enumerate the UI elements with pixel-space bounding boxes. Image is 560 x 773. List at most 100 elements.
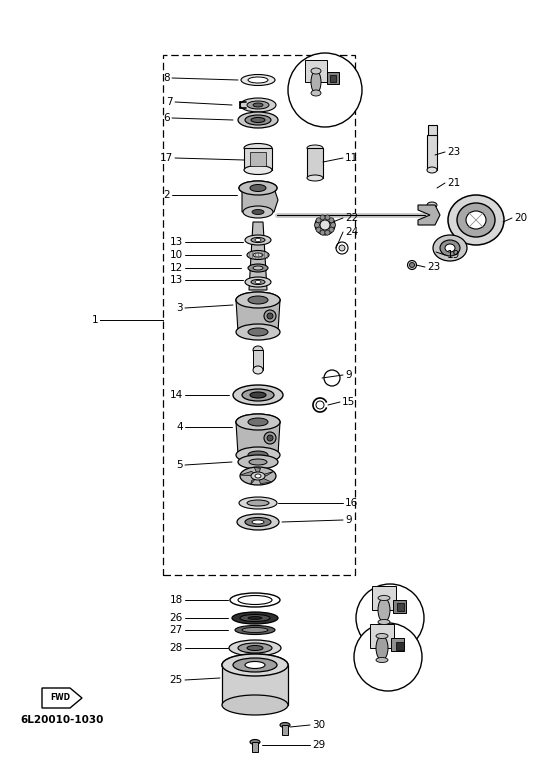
Text: 25: 25 <box>170 675 183 685</box>
Bar <box>327 72 339 84</box>
Ellipse shape <box>264 310 276 322</box>
Ellipse shape <box>329 218 334 223</box>
Text: 10: 10 <box>170 250 183 260</box>
Ellipse shape <box>330 223 335 227</box>
Ellipse shape <box>238 455 278 469</box>
Ellipse shape <box>247 250 269 260</box>
Ellipse shape <box>267 435 273 441</box>
Text: 23: 23 <box>427 262 440 272</box>
Ellipse shape <box>244 165 272 175</box>
Text: 13: 13 <box>170 275 183 285</box>
Polygon shape <box>258 476 272 484</box>
Ellipse shape <box>239 497 277 509</box>
Ellipse shape <box>336 242 348 254</box>
Text: 24: 24 <box>345 227 358 237</box>
Ellipse shape <box>409 263 414 267</box>
Ellipse shape <box>250 185 266 192</box>
Bar <box>391 638 404 651</box>
Ellipse shape <box>378 619 390 625</box>
Text: 21: 21 <box>447 178 460 188</box>
Ellipse shape <box>255 239 261 241</box>
Circle shape <box>316 401 324 409</box>
Ellipse shape <box>222 695 288 715</box>
Text: FWD: FWD <box>50 693 70 703</box>
Bar <box>163 55 355 575</box>
Ellipse shape <box>252 209 264 214</box>
Ellipse shape <box>320 215 325 220</box>
Ellipse shape <box>427 167 437 173</box>
Text: 28: 28 <box>170 643 183 653</box>
Ellipse shape <box>253 253 263 257</box>
Circle shape <box>354 623 422 691</box>
Ellipse shape <box>427 142 436 148</box>
Ellipse shape <box>248 296 268 304</box>
Ellipse shape <box>249 459 267 465</box>
Circle shape <box>324 370 340 386</box>
Ellipse shape <box>376 658 388 662</box>
Ellipse shape <box>260 194 272 206</box>
Text: 20: 20 <box>514 213 527 223</box>
Bar <box>397 603 404 611</box>
Text: 23: 23 <box>447 147 460 157</box>
Text: 30: 30 <box>312 720 325 730</box>
Ellipse shape <box>248 418 268 426</box>
Ellipse shape <box>248 418 268 426</box>
Bar <box>244 148 272 170</box>
Ellipse shape <box>244 144 272 152</box>
Bar <box>305 60 327 82</box>
Bar <box>393 600 406 613</box>
Ellipse shape <box>245 662 265 669</box>
Text: 12: 12 <box>170 263 183 273</box>
Ellipse shape <box>236 414 280 430</box>
Polygon shape <box>42 688 82 708</box>
Text: 11: 11 <box>345 153 358 163</box>
Ellipse shape <box>252 520 264 524</box>
Ellipse shape <box>253 346 263 354</box>
Polygon shape <box>240 472 258 476</box>
Polygon shape <box>236 422 280 455</box>
Ellipse shape <box>378 598 390 622</box>
Polygon shape <box>242 188 278 212</box>
Ellipse shape <box>427 162 436 168</box>
Text: 27: 27 <box>170 625 183 635</box>
Ellipse shape <box>307 145 323 151</box>
Ellipse shape <box>325 230 330 235</box>
Ellipse shape <box>316 218 321 223</box>
Ellipse shape <box>311 68 321 74</box>
Polygon shape <box>249 222 267 290</box>
Text: 7: 7 <box>166 97 173 107</box>
Text: 15: 15 <box>342 397 355 407</box>
Text: 22: 22 <box>345 213 358 223</box>
Bar <box>250 152 266 166</box>
Ellipse shape <box>236 414 280 430</box>
Text: 9: 9 <box>345 515 352 525</box>
Ellipse shape <box>255 281 261 284</box>
Ellipse shape <box>433 235 467 261</box>
Ellipse shape <box>242 389 274 401</box>
Ellipse shape <box>248 617 262 619</box>
Ellipse shape <box>311 71 321 93</box>
Polygon shape <box>236 300 280 332</box>
Text: 17: 17 <box>160 153 173 163</box>
Ellipse shape <box>248 451 268 459</box>
Text: 2: 2 <box>164 190 170 200</box>
Polygon shape <box>251 476 258 484</box>
Ellipse shape <box>445 244 455 252</box>
Ellipse shape <box>378 595 390 601</box>
Bar <box>372 586 396 610</box>
Ellipse shape <box>376 634 388 638</box>
Bar <box>330 75 336 82</box>
Ellipse shape <box>240 467 276 485</box>
Ellipse shape <box>264 432 276 444</box>
Ellipse shape <box>245 277 271 287</box>
Ellipse shape <box>247 101 269 109</box>
Ellipse shape <box>240 98 276 112</box>
Text: 8: 8 <box>164 73 170 83</box>
Ellipse shape <box>339 245 345 251</box>
Ellipse shape <box>237 514 279 530</box>
Ellipse shape <box>236 324 280 340</box>
Ellipse shape <box>248 264 268 272</box>
Text: 26: 26 <box>170 613 183 623</box>
Circle shape <box>356 584 424 652</box>
Text: 18: 18 <box>170 595 183 605</box>
